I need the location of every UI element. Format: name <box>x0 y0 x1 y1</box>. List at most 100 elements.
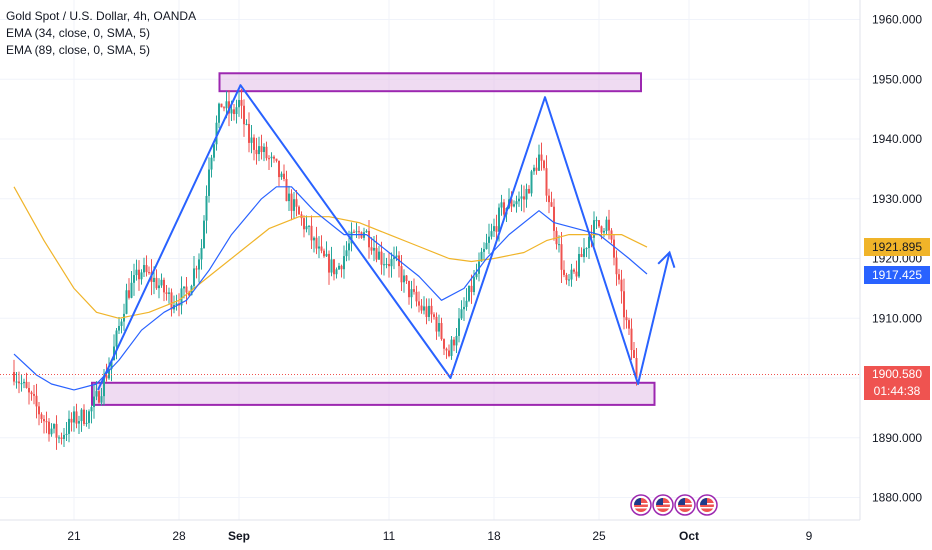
candle-body <box>483 249 485 252</box>
last-price-badge: 1900.580 01:44:38 <box>864 366 930 400</box>
candle-body <box>108 369 110 379</box>
candle-body <box>425 306 428 317</box>
candle-body <box>433 314 435 317</box>
candle-body <box>170 292 173 310</box>
candle-body <box>583 248 585 257</box>
candle-body <box>615 257 618 275</box>
candle-body <box>260 146 263 153</box>
candle-body <box>308 225 310 227</box>
y-axis[interactable]: 1960.0001950.0001940.0001930.0001920.000… <box>859 0 922 520</box>
candle-body <box>328 253 330 273</box>
candle-body <box>358 231 360 233</box>
candle-body <box>235 107 238 115</box>
candle-body <box>278 160 280 178</box>
candle-body <box>390 259 393 267</box>
candle-body <box>168 292 170 294</box>
candle-body <box>460 309 463 319</box>
candle-body <box>403 275 405 283</box>
candle-body <box>50 428 53 435</box>
candle-body <box>138 269 140 280</box>
x-tick-label: 21 <box>67 529 81 543</box>
flag-stripe <box>678 507 692 509</box>
candle-body <box>140 272 143 280</box>
candle-body <box>53 423 55 429</box>
flag-canton <box>656 498 663 505</box>
candle-body <box>208 169 210 196</box>
candle-body <box>130 282 133 298</box>
candle-body <box>613 239 615 258</box>
candle-body <box>438 323 440 332</box>
candle-body <box>408 280 410 298</box>
candle-body <box>588 236 590 249</box>
candle-body <box>60 437 63 439</box>
candle-body <box>218 103 220 123</box>
candle-body <box>100 396 103 403</box>
candle-body <box>58 437 60 439</box>
candle-body <box>593 220 595 238</box>
candle-body <box>570 269 573 280</box>
candle-body <box>30 392 33 395</box>
candle-body <box>215 122 218 145</box>
candle-body <box>393 257 395 260</box>
us-flag-event-icon[interactable] <box>696 494 718 516</box>
arrow-head <box>657 250 676 269</box>
candle-body <box>115 330 118 347</box>
candle-body <box>285 178 288 202</box>
candle-body <box>350 231 353 244</box>
candle-body <box>500 202 503 208</box>
candle-body <box>475 273 478 278</box>
chart-legend[interactable]: Gold Spot / U.S. Dollar, 4h, OANDA EMA (… <box>6 8 196 59</box>
candle-body <box>590 236 593 238</box>
candle-body <box>528 188 530 194</box>
ema89-legend[interactable]: EMA (89, close, 0, SMA, 5) <box>6 43 151 57</box>
ema34-legend[interactable]: EMA (34, close, 0, SMA, 5) <box>6 26 151 40</box>
symbol-title[interactable]: Gold Spot / U.S. Dollar, 4h, OANDA <box>6 9 197 23</box>
us-flag-event-icon[interactable] <box>652 494 674 516</box>
candle-body <box>378 251 380 260</box>
candle-body <box>315 237 318 249</box>
candle-body <box>205 195 208 221</box>
candle-body <box>518 198 520 202</box>
x-tick-label: 11 <box>383 529 396 543</box>
candle-body <box>153 277 155 283</box>
candle-body <box>23 381 25 384</box>
candle-body <box>155 277 158 289</box>
economic-events[interactable] <box>630 494 718 516</box>
y-tick-label: 1890.000 <box>872 431 922 445</box>
x-tick-label: 28 <box>172 529 186 543</box>
candle-body <box>80 409 83 422</box>
ema-lines <box>13 186 648 391</box>
candle-body <box>620 279 623 292</box>
candle-body <box>255 149 258 155</box>
x-tick-label: Oct <box>679 529 699 543</box>
candle-body <box>298 206 300 215</box>
candle-body <box>418 301 420 306</box>
candle-body <box>623 291 625 318</box>
candle-body <box>410 289 413 298</box>
candle-body <box>245 123 248 125</box>
pattern-overlay <box>97 84 676 391</box>
candle-body <box>145 265 148 273</box>
candle-body <box>148 272 150 274</box>
candle-body <box>630 328 633 351</box>
candle-body <box>605 219 608 231</box>
candle-body <box>538 154 540 171</box>
y-tick-label: 1910.000 <box>872 311 922 325</box>
us-flag-event-icon[interactable] <box>674 494 696 516</box>
candle-body <box>568 279 570 281</box>
candle-body <box>68 418 70 434</box>
candle-body <box>13 372 15 382</box>
x-axis[interactable]: 21 28 Sep 11 18 25 Oct 9 <box>0 519 860 543</box>
candle-body <box>248 123 250 143</box>
candle-body <box>320 246 323 251</box>
candle-body <box>118 325 120 331</box>
candle-body <box>198 259 200 270</box>
candle-body <box>210 157 213 170</box>
zones <box>91 72 656 406</box>
candle-body <box>563 269 565 275</box>
candle-body <box>510 199 513 207</box>
candle-body <box>523 196 525 200</box>
us-flag-event-icon[interactable] <box>630 494 652 516</box>
candle-body <box>635 357 638 379</box>
